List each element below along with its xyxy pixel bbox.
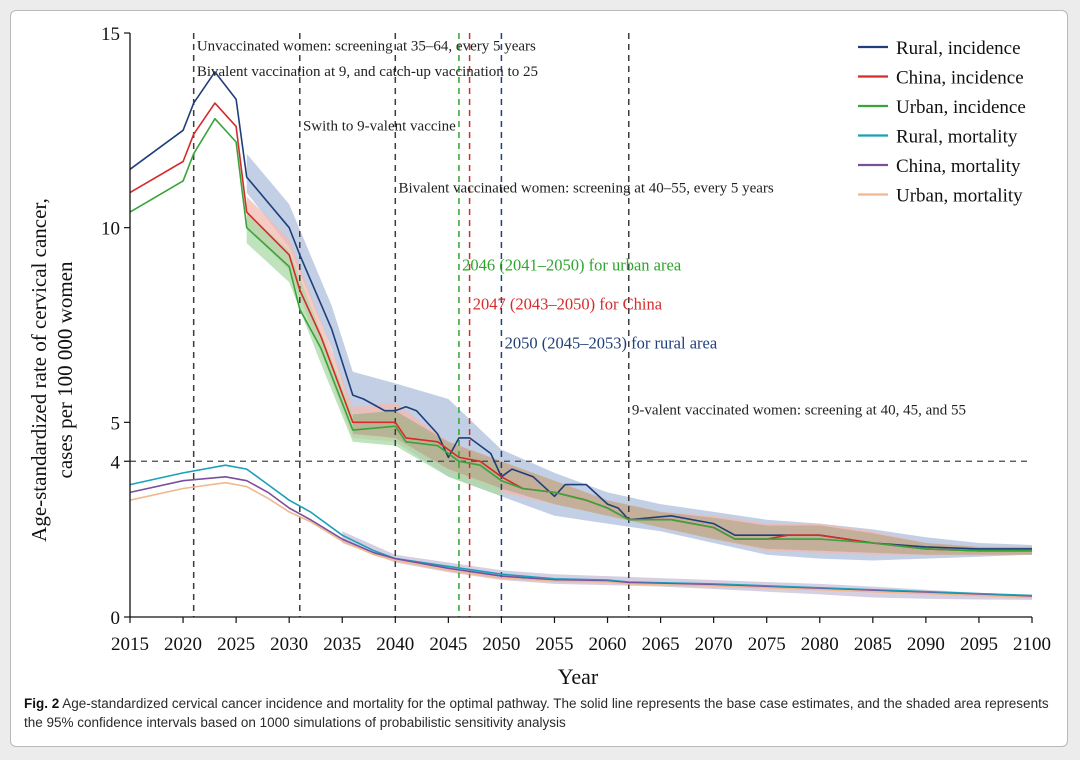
y-tick-label-10: 10 bbox=[101, 219, 120, 240]
x-tick-label-2025: 2025 bbox=[217, 634, 255, 655]
ci-band-1 bbox=[246, 153, 1032, 561]
x-tick-label-2020: 2020 bbox=[164, 634, 202, 655]
legend: Rural, incidence China, incidence Urban, i… bbox=[858, 38, 1026, 207]
x-tick-label-2075: 2075 bbox=[748, 634, 786, 655]
y-tick-label-0: 0 bbox=[111, 608, 121, 629]
series-line-1 bbox=[129, 71, 1032, 550]
y-tick-label-4: 4 bbox=[111, 452, 121, 473]
legend-label-4: Rural, mortality bbox=[896, 127, 1018, 148]
annotation-1: Unvaccinated women: screening at 35–64, … bbox=[197, 39, 536, 55]
annotation-3: Swith to 9-valent vaccine bbox=[303, 118, 456, 134]
series-line-2 bbox=[129, 102, 1032, 552]
series-lines bbox=[129, 71, 1033, 599]
annotation-6: 2047 (2043–2050) for China bbox=[473, 294, 663, 313]
x-tick-label-2060: 2060 bbox=[589, 634, 627, 655]
legend-label-6: Urban, mortality bbox=[896, 186, 1023, 207]
x-tick-label-2085: 2085 bbox=[854, 634, 892, 655]
chart: 2015 2020 2025 2030 2035 2040 2045 2050 2055 2060… bbox=[27, 24, 1051, 689]
x-tick-label-2095: 2095 bbox=[960, 634, 998, 655]
x-tick-label-2100: 2100 bbox=[1013, 634, 1051, 655]
y-axis-label: Age-standardized rate of cervical cancer… bbox=[27, 198, 77, 542]
legend-label-2: China, incidence bbox=[896, 68, 1024, 89]
x-tick-label-2015: 2015 bbox=[111, 634, 149, 655]
axes: 2015 2020 2025 2030 2035 2040 2045 2050 2055 2060… bbox=[101, 24, 1051, 655]
y-tick-label-15: 15 bbox=[101, 24, 120, 45]
x-tick-label-2035: 2035 bbox=[323, 634, 361, 655]
figure-frame bbox=[10, 10, 1068, 747]
caption-label: Fig. 2 bbox=[24, 696, 60, 711]
annotation-4: Bivalent vaccinated women: screening at … bbox=[398, 181, 773, 197]
annotation-2: Bivalent vaccination at 9, and catch-up … bbox=[197, 64, 538, 80]
x-tick-label-2050: 2050 bbox=[482, 634, 520, 655]
legend-label-5: China, mortality bbox=[896, 156, 1021, 177]
vertical-reference-lines bbox=[130, 33, 1032, 617]
x-tick-label-2030: 2030 bbox=[270, 634, 308, 655]
y-axis-label-line1: Age-standardized rate of cervical cancer… bbox=[27, 198, 51, 542]
y-tick-label-5: 5 bbox=[111, 413, 121, 434]
x-tick-label-2080: 2080 bbox=[801, 634, 839, 655]
confidence-bands bbox=[246, 153, 1032, 600]
x-tick-label-2070: 2070 bbox=[695, 634, 733, 655]
annotation-8: 9-valent vaccinated women: screening at … bbox=[632, 403, 966, 419]
x-tick-label-2045: 2045 bbox=[429, 634, 467, 655]
figure-caption: Fig. 2 Age-standardized cervical cancer … bbox=[24, 694, 1054, 732]
x-tick-label-2090: 2090 bbox=[907, 634, 945, 655]
x-tick-label-2055: 2055 bbox=[535, 634, 573, 655]
legend-label-3: Urban, incidence bbox=[896, 97, 1026, 118]
x-tick-label-2040: 2040 bbox=[376, 634, 414, 655]
legend-label-1: Rural, incidence bbox=[896, 38, 1021, 59]
annotations: Unvaccinated women: screening at 35–64, … bbox=[197, 39, 966, 419]
series-line-3 bbox=[129, 117, 1032, 552]
series-line-6 bbox=[129, 481, 1033, 599]
x-axis-label: Year bbox=[558, 664, 599, 689]
caption-text: Age-standardized cervical cancer inciden… bbox=[24, 696, 1049, 730]
annotation-7: 2050 (2045–2053) for rural area bbox=[505, 333, 718, 352]
ci-band-4 bbox=[352, 410, 1032, 555]
annotation-5: 2046 (2041–2050) for urban area bbox=[462, 255, 682, 274]
x-tick-label-2065: 2065 bbox=[642, 634, 680, 655]
y-axis-label-line2: cases per 100 000 women bbox=[53, 261, 77, 478]
